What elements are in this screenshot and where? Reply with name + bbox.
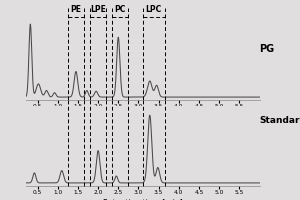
Text: PE: PE xyxy=(70,5,81,14)
Text: PG: PG xyxy=(260,44,274,54)
Text: PC: PC xyxy=(115,5,126,14)
Text: Standards: Standards xyxy=(260,116,300,125)
Text: LPC: LPC xyxy=(146,5,162,14)
Text: LPE: LPE xyxy=(90,5,106,14)
X-axis label: Retention time [min]: Retention time [min] xyxy=(103,198,182,200)
